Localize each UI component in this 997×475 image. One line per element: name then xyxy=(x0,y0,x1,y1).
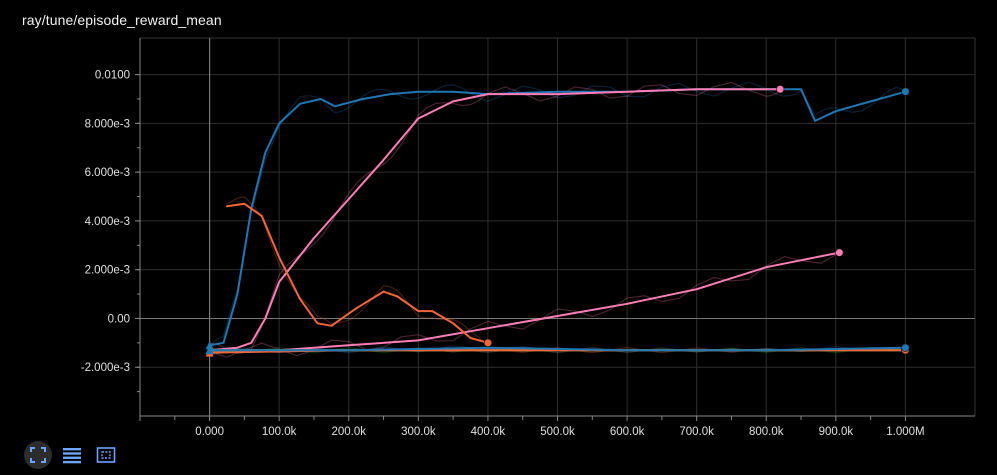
x-tick-label: 500.0k xyxy=(540,426,575,438)
smoothed-series xyxy=(208,88,907,354)
data-table-icon xyxy=(63,448,81,464)
end-marker xyxy=(776,85,785,94)
fit-domain-button[interactable] xyxy=(92,441,120,469)
grid xyxy=(140,37,976,416)
chart-toolbar xyxy=(24,440,120,470)
fullscreen-icon xyxy=(30,447,46,463)
end-marker xyxy=(835,248,844,257)
series-line xyxy=(226,202,489,344)
y-tick-label: 0.00 xyxy=(108,313,130,325)
x-tick-label: 1.000M xyxy=(886,426,924,438)
fit-domain-icon xyxy=(96,447,116,463)
x-tick-label: 400.0k xyxy=(471,426,506,438)
series-markers xyxy=(205,85,910,357)
y-tick-label: -2.000e-3 xyxy=(81,362,130,374)
data-table-button[interactable] xyxy=(58,441,86,469)
x-tick-label: 800.0k xyxy=(749,426,784,438)
end-marker xyxy=(901,343,910,352)
series-line xyxy=(208,346,907,352)
y-tick-label: 2.000e-3 xyxy=(85,265,130,277)
chart-title: ray/tune/episode_reward_mean xyxy=(22,12,222,28)
end-marker xyxy=(483,338,493,347)
axes xyxy=(135,38,975,421)
y-tick-label: 0.0100 xyxy=(95,70,130,82)
x-tick-label: 300.0k xyxy=(401,426,436,438)
x-tick-label: 200.0k xyxy=(331,426,366,438)
start-marker xyxy=(205,346,214,355)
series-line xyxy=(208,251,841,352)
fullscreen-button[interactable] xyxy=(24,441,52,469)
y-tick-label: 6.000e-3 xyxy=(85,167,130,179)
start-marker xyxy=(205,341,214,350)
y-tick-label: 4.000e-3 xyxy=(85,216,130,228)
raw-series-line xyxy=(209,81,781,354)
end-marker xyxy=(901,87,910,96)
series-line xyxy=(208,88,782,352)
x-tick-label: 700.0k xyxy=(679,426,714,438)
series-line xyxy=(208,88,907,347)
x-tick-label: 900.0k xyxy=(819,426,854,438)
y-tick-label: 8.000e-3 xyxy=(85,118,130,130)
x-tick-label: 0.000 xyxy=(195,426,224,438)
tick-labels: 0.000 100.0k 200.0k 300.0k 400.0k 500.0k 600.0… xyxy=(81,70,925,438)
x-tick-label: 100.0k xyxy=(262,426,297,438)
x-tick-label: 600.0k xyxy=(610,426,645,438)
